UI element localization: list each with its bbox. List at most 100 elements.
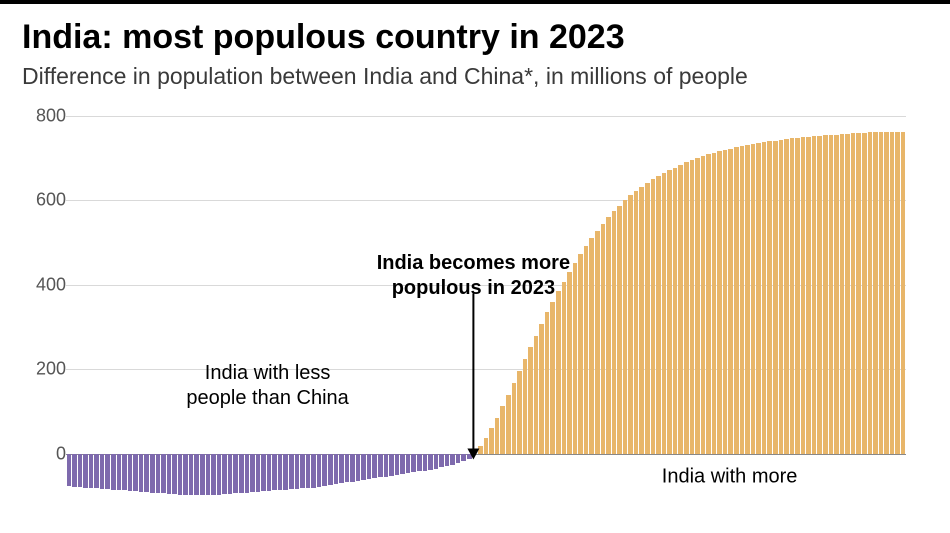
bar — [834, 135, 839, 454]
bar — [222, 454, 227, 495]
bar — [745, 145, 750, 454]
bar — [328, 454, 333, 485]
bar — [100, 454, 105, 489]
bar — [178, 454, 183, 495]
bar — [139, 454, 144, 492]
bar — [217, 454, 222, 495]
bar — [317, 454, 322, 487]
bar — [389, 454, 394, 476]
bar — [612, 211, 617, 454]
bar — [295, 454, 300, 489]
bar — [200, 454, 205, 495]
bar — [639, 187, 644, 454]
bar — [606, 217, 611, 453]
bar — [801, 137, 806, 454]
bar — [367, 454, 372, 479]
plot-region: India becomes morepopulous in 2023 India … — [66, 116, 906, 496]
y-axis: 0200400600800 — [22, 116, 66, 496]
chart-subtitle: Difference in population between India a… — [22, 63, 928, 90]
bar — [339, 454, 344, 484]
bar — [578, 254, 583, 453]
bar — [206, 454, 211, 495]
bar — [500, 406, 505, 453]
bar — [562, 282, 567, 454]
bar — [456, 454, 461, 463]
bar — [767, 141, 772, 453]
bar — [595, 231, 600, 454]
bar — [762, 142, 767, 454]
annotation-label: India with more — [662, 465, 798, 490]
bar — [817, 136, 822, 454]
bar — [634, 191, 639, 454]
bar — [862, 133, 867, 454]
bar — [706, 154, 711, 453]
bar — [400, 454, 405, 474]
bar — [94, 454, 99, 489]
y-tick-label: 0 — [30, 443, 66, 464]
bar — [239, 454, 244, 493]
bar — [300, 454, 305, 489]
bar — [667, 170, 672, 454]
bar — [873, 132, 878, 453]
bar — [428, 454, 433, 470]
bar — [662, 173, 667, 454]
bar — [378, 454, 383, 478]
bar — [506, 395, 511, 454]
bar — [434, 454, 439, 469]
bar — [851, 133, 856, 453]
bar — [233, 454, 238, 494]
bar — [856, 133, 861, 454]
bar — [89, 454, 94, 488]
bar — [189, 454, 194, 495]
bar — [322, 454, 327, 486]
bar — [384, 454, 389, 477]
bar — [117, 454, 122, 490]
bar — [156, 454, 161, 493]
bar — [334, 454, 339, 484]
chart-title: India: most populous country in 2023 — [22, 18, 928, 57]
bar — [183, 454, 188, 495]
bar — [450, 454, 455, 465]
bar — [723, 150, 728, 454]
bar — [840, 134, 845, 454]
bar — [350, 454, 355, 482]
bar — [779, 140, 784, 454]
bar — [584, 246, 589, 454]
bar — [406, 454, 411, 473]
bar — [306, 454, 311, 488]
bar — [773, 141, 778, 454]
bar — [829, 135, 834, 454]
bar — [395, 454, 400, 475]
bar — [623, 200, 628, 453]
bar — [111, 454, 116, 490]
y-tick-label: 800 — [30, 106, 66, 127]
bar — [901, 132, 906, 454]
bar — [517, 371, 522, 454]
bar — [728, 149, 733, 454]
bar — [673, 168, 678, 454]
annotation-label: India becomes morepopulous in 2023 — [377, 251, 570, 301]
bar — [128, 454, 133, 491]
bar — [461, 454, 466, 462]
bar — [356, 454, 361, 481]
bar — [812, 136, 817, 453]
bar — [717, 151, 722, 454]
bar — [868, 132, 873, 453]
bar — [512, 383, 517, 454]
bar — [289, 454, 294, 489]
bar — [678, 165, 683, 454]
bar — [256, 454, 261, 492]
bar — [890, 132, 895, 454]
bar — [784, 139, 789, 454]
bar — [884, 132, 889, 454]
bar — [261, 454, 266, 492]
bar — [133, 454, 138, 492]
bar — [712, 153, 717, 454]
bar — [283, 454, 288, 490]
bar — [122, 454, 127, 491]
bar — [72, 454, 77, 487]
bar — [83, 454, 88, 488]
bar — [545, 312, 550, 453]
chart-area: India becomes morepopulous in 2023 India … — [22, 116, 906, 496]
bar — [656, 176, 661, 454]
